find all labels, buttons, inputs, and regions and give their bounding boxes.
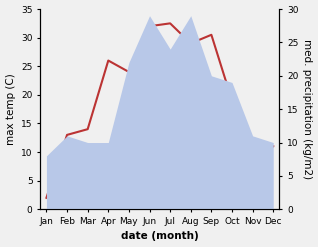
X-axis label: date (month): date (month) <box>121 231 199 242</box>
Y-axis label: max temp (C): max temp (C) <box>5 73 16 145</box>
Y-axis label: med. precipitation (kg/m2): med. precipitation (kg/m2) <box>302 39 313 179</box>
